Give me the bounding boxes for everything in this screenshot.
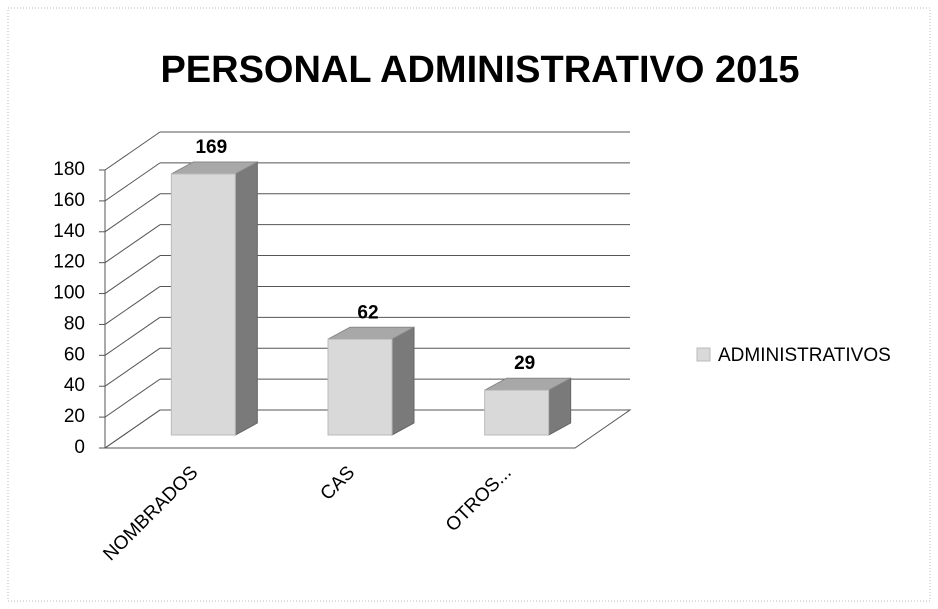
bar-side bbox=[391, 326, 415, 436]
grid-line bbox=[104, 224, 161, 264]
chart-border bbox=[7, 7, 931, 602]
data-label: 62 bbox=[357, 302, 378, 323]
chart-title: PERSONAL ADMINISTRATIVO 2015 bbox=[160, 49, 799, 91]
bar bbox=[170, 173, 236, 436]
y-tick-label: 0 bbox=[74, 437, 85, 458]
grid-line bbox=[104, 347, 161, 387]
bar-side bbox=[234, 161, 258, 436]
y-tick-label: 180 bbox=[53, 159, 85, 180]
legend-swatch bbox=[696, 347, 711, 362]
y-tick-label: 20 bbox=[64, 406, 85, 427]
grid-line bbox=[104, 286, 161, 325]
data-label: 169 bbox=[195, 137, 227, 158]
legend-label: ADMINISTRATIVOS bbox=[718, 345, 891, 366]
grid-line bbox=[104, 162, 161, 202]
y-tick-label: 160 bbox=[53, 190, 85, 211]
y-tick-label: 40 bbox=[64, 375, 85, 396]
y-tick-label: 100 bbox=[53, 283, 85, 304]
y-tick-label: 140 bbox=[53, 221, 85, 242]
grid-line bbox=[104, 409, 161, 449]
grid-line bbox=[104, 378, 161, 418]
y-tick-label: 60 bbox=[64, 344, 85, 365]
grid-line bbox=[104, 193, 161, 233]
y-tick-label: 80 bbox=[64, 313, 85, 334]
data-label: 29 bbox=[514, 353, 535, 374]
y-tick-label: 120 bbox=[53, 252, 85, 273]
bar bbox=[484, 389, 550, 436]
bar bbox=[327, 338, 393, 436]
grid-line bbox=[104, 131, 161, 171]
grid-line bbox=[104, 316, 161, 356]
grid-line bbox=[104, 255, 161, 294]
